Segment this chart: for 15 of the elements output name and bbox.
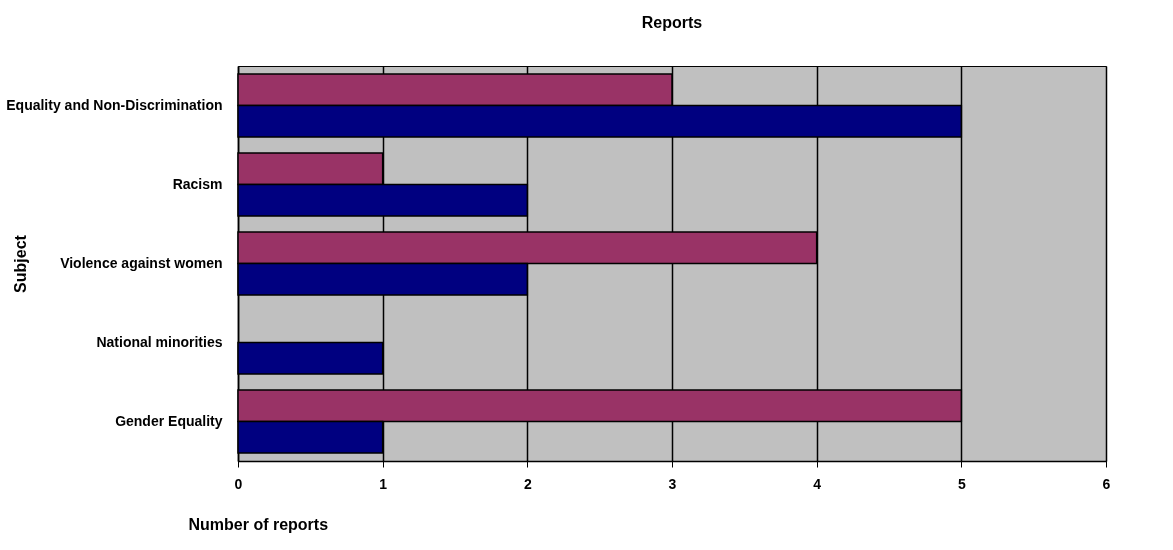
x-tick-label: 3 (668, 475, 677, 492)
x-tick-label: 5 (957, 475, 966, 492)
y-tick-label: Violence against women (60, 254, 223, 271)
x-axis-title: Number of reports (188, 515, 329, 533)
x-tick-label: 4 (813, 475, 822, 492)
y-tick-label: Equality and Non-Discrimination (6, 96, 223, 113)
x-tick-label: 2 (523, 475, 532, 492)
y-axis-title: Subject (11, 234, 29, 293)
x-tick-label: 6 (1102, 475, 1111, 492)
y-tick-label: Gender Equality (115, 412, 223, 429)
y-tick-label: Racism (172, 175, 223, 192)
x-tick-label: 1 (379, 475, 388, 492)
y-tick-label: National minorities (96, 333, 223, 350)
x-tick-label: 0 (234, 475, 243, 492)
chart-title: Reports (641, 14, 703, 31)
